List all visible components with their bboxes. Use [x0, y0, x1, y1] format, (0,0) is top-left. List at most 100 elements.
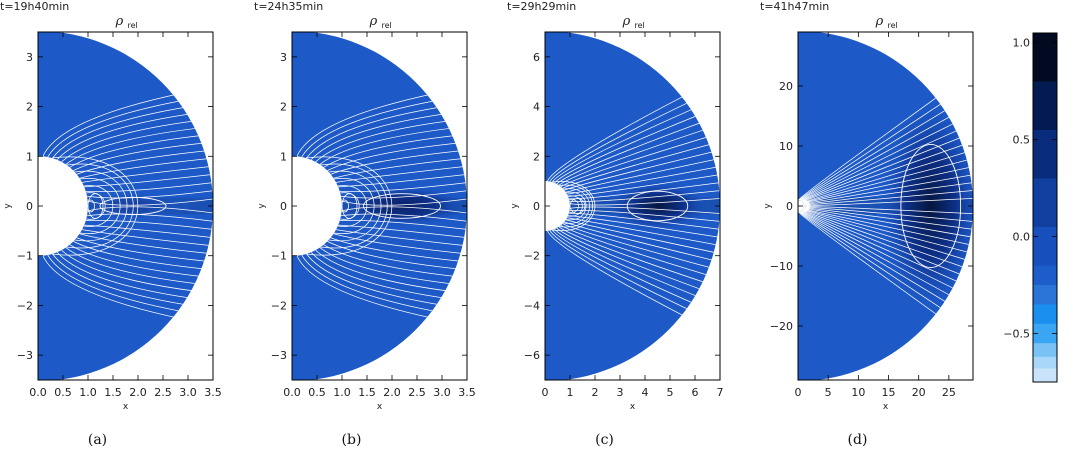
y-tick-label: −2 — [17, 299, 33, 312]
panel-3: 0 1 2 3 4 5 6 7 −6 −4 −2 0 2 4 6 x y t=29h29min ρ rel (c) — [507, 0, 724, 448]
subfigure-caption: (b) — [342, 432, 362, 448]
density-field — [292, 32, 467, 380]
colorbar-segment — [1033, 343, 1057, 358]
y-tick-label: 2 — [280, 101, 287, 114]
colorbar-segment — [1033, 33, 1057, 82]
y-tick-label: 20 — [779, 80, 793, 93]
y-tick-label: −2 — [524, 250, 540, 263]
y-tick-label: 0 — [533, 200, 540, 213]
colorbar-segment — [1033, 323, 1057, 344]
y-tick-label: −3 — [271, 349, 287, 362]
panel-4: 0 5 10 15 20 25 −20 −10 0 10 20 x y t=41h47min ρ rel (d) — [760, 0, 974, 448]
panel-title-subscript: rel — [888, 21, 898, 30]
y-tick-label: −4 — [524, 299, 540, 312]
y-tick-label: 3 — [280, 51, 287, 64]
time-label: t=29h29min — [507, 0, 576, 13]
y-tick-label: 4 — [533, 101, 540, 114]
colorbar-segment — [1033, 226, 1057, 267]
x-tick-label: 2.0 — [383, 386, 401, 399]
colorbar-tick-label: −0.5 — [1003, 328, 1030, 341]
x-tick-label: 1 — [567, 386, 574, 399]
x-tick-label: 2 — [592, 386, 599, 399]
x-tick-label: 7 — [717, 386, 724, 399]
x-tick-label: 0.5 — [308, 386, 326, 399]
y-axis-label: y — [3, 203, 13, 209]
x-tick-label: 4 — [642, 386, 649, 399]
panel-title-subscript: rel — [128, 21, 138, 30]
x-tick-label: 20 — [912, 386, 926, 399]
colorbar-tick-label: 0.5 — [1013, 134, 1031, 147]
y-tick-label: 1 — [26, 150, 33, 163]
y-tick-label: −10 — [770, 260, 793, 273]
y-axis-label: y — [763, 203, 773, 209]
y-tick-label: 10 — [779, 140, 793, 153]
x-tick-label: 15 — [882, 386, 896, 399]
panel-title: ρ — [115, 14, 124, 29]
colorbar-tick-label: 0.0 — [1013, 231, 1031, 244]
x-tick-label: 3.0 — [179, 386, 197, 399]
y-tick-label: −2 — [271, 299, 287, 312]
x-axis-label: x — [377, 402, 383, 412]
time-label: t=24h35min — [254, 0, 323, 13]
y-tick-label: −1 — [271, 250, 287, 263]
density-contour — [900, 144, 962, 268]
colorbar-frame — [1032, 32, 1058, 383]
x-tick-label: 0.0 — [29, 386, 47, 399]
y-tick-label: 6 — [533, 51, 540, 64]
density-field — [38, 32, 213, 380]
colorbar-segment — [1033, 285, 1057, 305]
x-tick-label: 6 — [692, 386, 699, 399]
panel-2: 0.0 0.5 1.0 1.5 2.0 2.5 3.0 3.5 −3 −2 −1 0 1 2 3 x y t=24… — [254, 0, 476, 448]
x-tick-label: 1.0 — [79, 386, 97, 399]
panel-title: ρ — [875, 14, 884, 29]
colorbar-segment — [1033, 178, 1057, 228]
field-lines — [296, 92, 467, 320]
x-tick-label: 1.5 — [358, 386, 376, 399]
density-contour — [363, 193, 441, 219]
panel-title-subscript: rel — [382, 21, 392, 30]
colorbar-segment — [1033, 356, 1057, 369]
x-tick-label: 2.5 — [408, 386, 426, 399]
y-axis-label: y — [257, 203, 267, 209]
x-tick-label: 5 — [667, 386, 674, 399]
y-tick-label: −20 — [770, 320, 793, 333]
subfigure-caption: (a) — [88, 432, 107, 448]
y-tick-label: −3 — [17, 349, 33, 362]
x-tick-label: 1.0 — [333, 386, 351, 399]
y-tick-label: 2 — [533, 150, 540, 163]
x-tick-label: 3.5 — [204, 386, 222, 399]
subfigure-caption: (d) — [848, 432, 868, 448]
x-tick-label: 2.5 — [154, 386, 172, 399]
density-contour — [626, 190, 689, 222]
x-tick-label: 3.5 — [458, 386, 476, 399]
colorbar: 1.0 0.5 0.0 −0.5 — [1003, 32, 1058, 383]
y-tick-label: 1 — [280, 150, 287, 163]
x-tick-label: 0.0 — [283, 386, 301, 399]
colorbar-segment — [1033, 265, 1057, 286]
colorbar-segment — [1033, 304, 1057, 325]
x-axis-label: x — [123, 402, 129, 412]
y-axis-label: y — [510, 203, 520, 209]
x-axis-label: x — [630, 402, 636, 412]
x-tick-label: 0 — [795, 386, 802, 399]
y-tick-label: −1 — [17, 250, 33, 263]
field-lines — [798, 92, 973, 320]
subfigure-caption: (c) — [595, 432, 614, 448]
panel-title: ρ — [369, 14, 378, 29]
panel-title: ρ — [622, 14, 631, 29]
y-tick-label: 2 — [26, 101, 33, 114]
density-field — [545, 32, 720, 380]
x-tick-label: 0.5 — [54, 386, 72, 399]
y-tick-label: 0 — [786, 200, 793, 213]
y-tick-label: −6 — [524, 349, 540, 362]
x-axis-label: x — [883, 402, 889, 412]
colorbar-tick-label: 1.0 — [1013, 37, 1031, 50]
field-lines — [42, 92, 213, 320]
x-tick-label: 25 — [942, 386, 956, 399]
x-tick-label: 3.0 — [433, 386, 451, 399]
y-tick-label: 0 — [280, 200, 287, 213]
colorbar-segment — [1033, 129, 1057, 179]
x-tick-label: 1.5 — [104, 386, 122, 399]
y-tick-label: 0 — [26, 200, 33, 213]
